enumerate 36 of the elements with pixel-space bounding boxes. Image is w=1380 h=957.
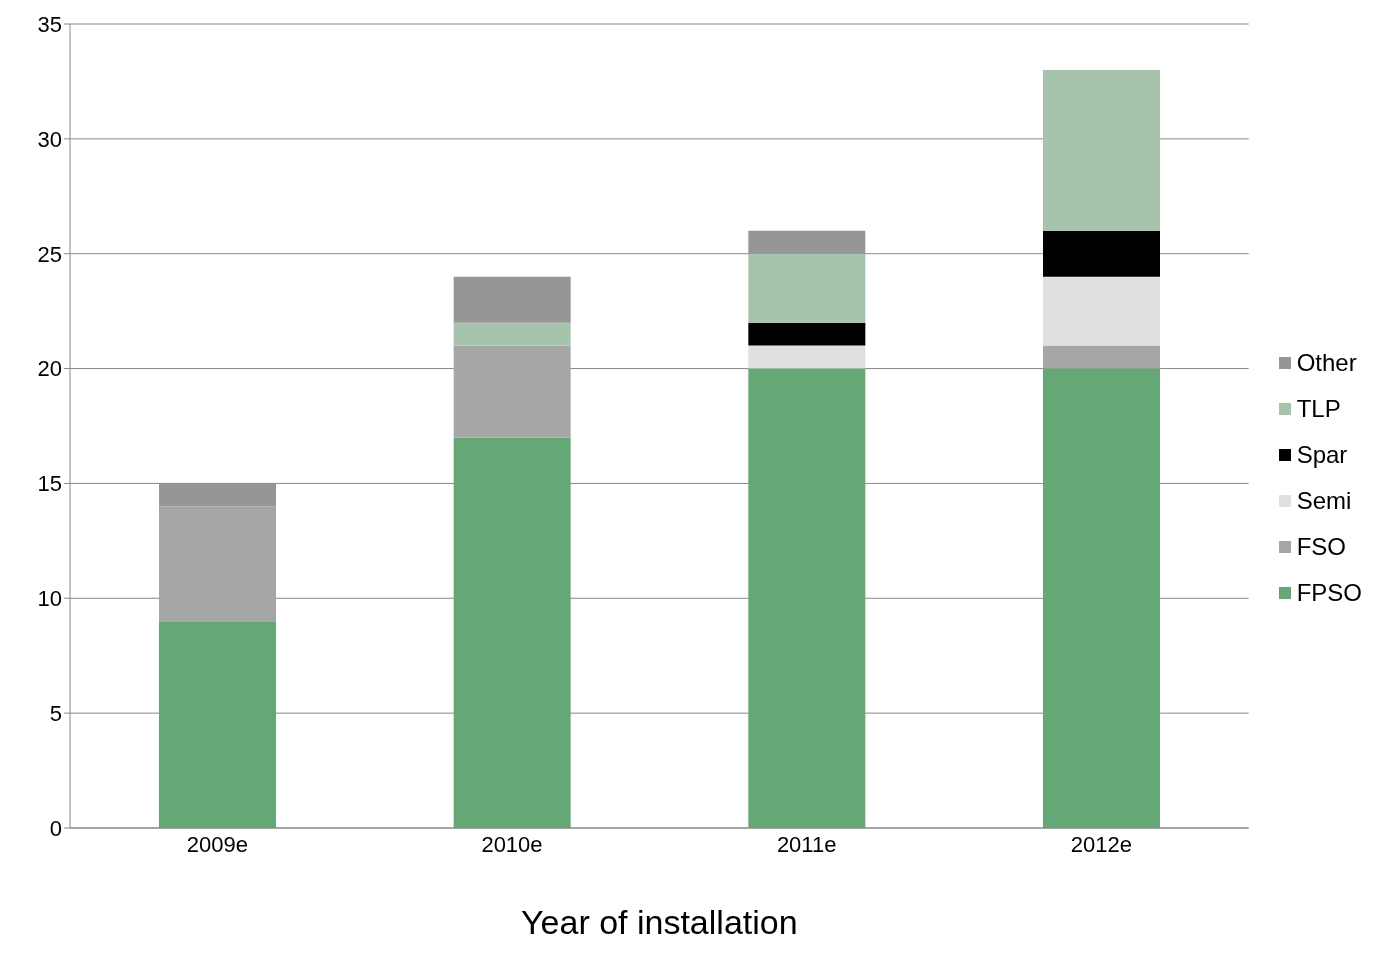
y-tick-label: 10 bbox=[37, 586, 62, 612]
legend-label: TLP bbox=[1296, 395, 1341, 423]
bar bbox=[1042, 345, 1160, 369]
bar bbox=[159, 483, 276, 507]
bar bbox=[1042, 276, 1160, 346]
y-tick-label: 0 bbox=[49, 815, 62, 841]
legend-label: Other bbox=[1296, 349, 1357, 377]
x-tick-label: 2011e bbox=[776, 831, 837, 857]
legend-label: Semi bbox=[1296, 487, 1352, 515]
bar bbox=[453, 345, 571, 438]
legend-label: FSO bbox=[1296, 533, 1346, 561]
bar bbox=[453, 322, 571, 346]
x-tick-label: 2012e bbox=[1070, 831, 1132, 857]
y-tick-label: 25 bbox=[37, 241, 62, 267]
bar bbox=[1042, 368, 1160, 828]
y-tick-label: 20 bbox=[37, 356, 62, 382]
bar bbox=[453, 276, 571, 323]
bar bbox=[748, 230, 866, 254]
bar bbox=[1042, 69, 1160, 231]
bar bbox=[748, 253, 866, 323]
legend-label: FPSO bbox=[1296, 579, 1362, 607]
y-tick-label: 30 bbox=[37, 126, 62, 152]
bar bbox=[1042, 230, 1160, 277]
y-tick-label: 5 bbox=[49, 700, 62, 726]
y-tick-label: 15 bbox=[37, 471, 62, 497]
bar bbox=[748, 345, 866, 369]
bar bbox=[159, 506, 276, 622]
bar bbox=[453, 437, 571, 828]
bar bbox=[159, 621, 276, 828]
bar bbox=[748, 368, 866, 828]
y-tick-label: 35 bbox=[37, 11, 62, 37]
legend-label: Spar bbox=[1296, 441, 1348, 469]
x-tick-label: 2009e bbox=[186, 831, 248, 857]
x-axis-title: Year of installation bbox=[521, 903, 798, 941]
bar bbox=[748, 322, 866, 346]
x-tick-label: 2010e bbox=[481, 831, 543, 857]
